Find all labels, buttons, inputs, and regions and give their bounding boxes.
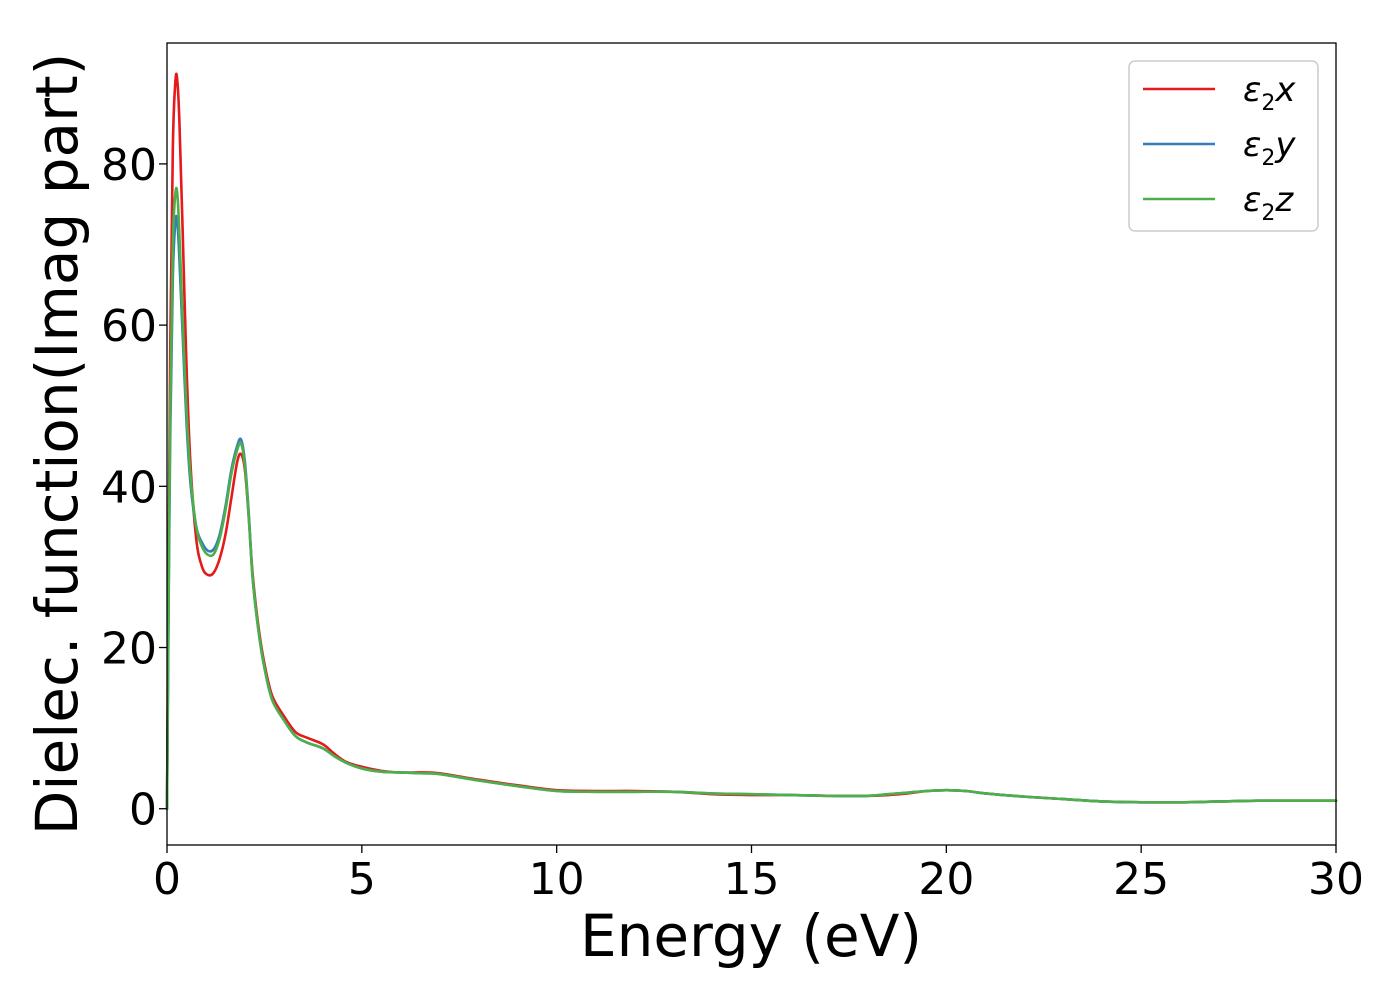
y-axis-label: Dielec. function(Imag part) — [23, 53, 91, 836]
x-tick-label: 25 — [1113, 854, 1169, 905]
y-axis: 0 20 40 60 80 — [101, 140, 167, 836]
x-tick-label: 30 — [1308, 854, 1364, 905]
y-tick-label: 40 — [101, 462, 157, 513]
x-tick-label: 10 — [529, 854, 585, 905]
legend-label-y: ε2y — [1243, 125, 1296, 171]
x-tick-label: 15 — [724, 854, 780, 905]
x-axis: 0 5 10 15 20 25 30 — [153, 845, 1364, 905]
x-tick-label: 0 — [153, 854, 181, 905]
y-tick-label: 60 — [101, 301, 157, 352]
series-layer — [165, 72, 1338, 811]
series-line-z — [165, 186, 1338, 811]
legend: ε2x ε2y ε2z — [1128, 60, 1319, 232]
x-axis-label: Energy (eV) — [580, 902, 922, 970]
legend-label-x: ε2x — [1243, 70, 1296, 116]
legend-box — [1128, 60, 1319, 232]
x-tick-label: 5 — [348, 854, 376, 905]
y-tick-label: 0 — [129, 785, 157, 836]
y-tick-label: 20 — [101, 624, 157, 675]
x-tick-label: 20 — [918, 854, 974, 905]
legend-label-z: ε2z — [1243, 180, 1294, 226]
y-tick-label: 80 — [101, 140, 157, 191]
